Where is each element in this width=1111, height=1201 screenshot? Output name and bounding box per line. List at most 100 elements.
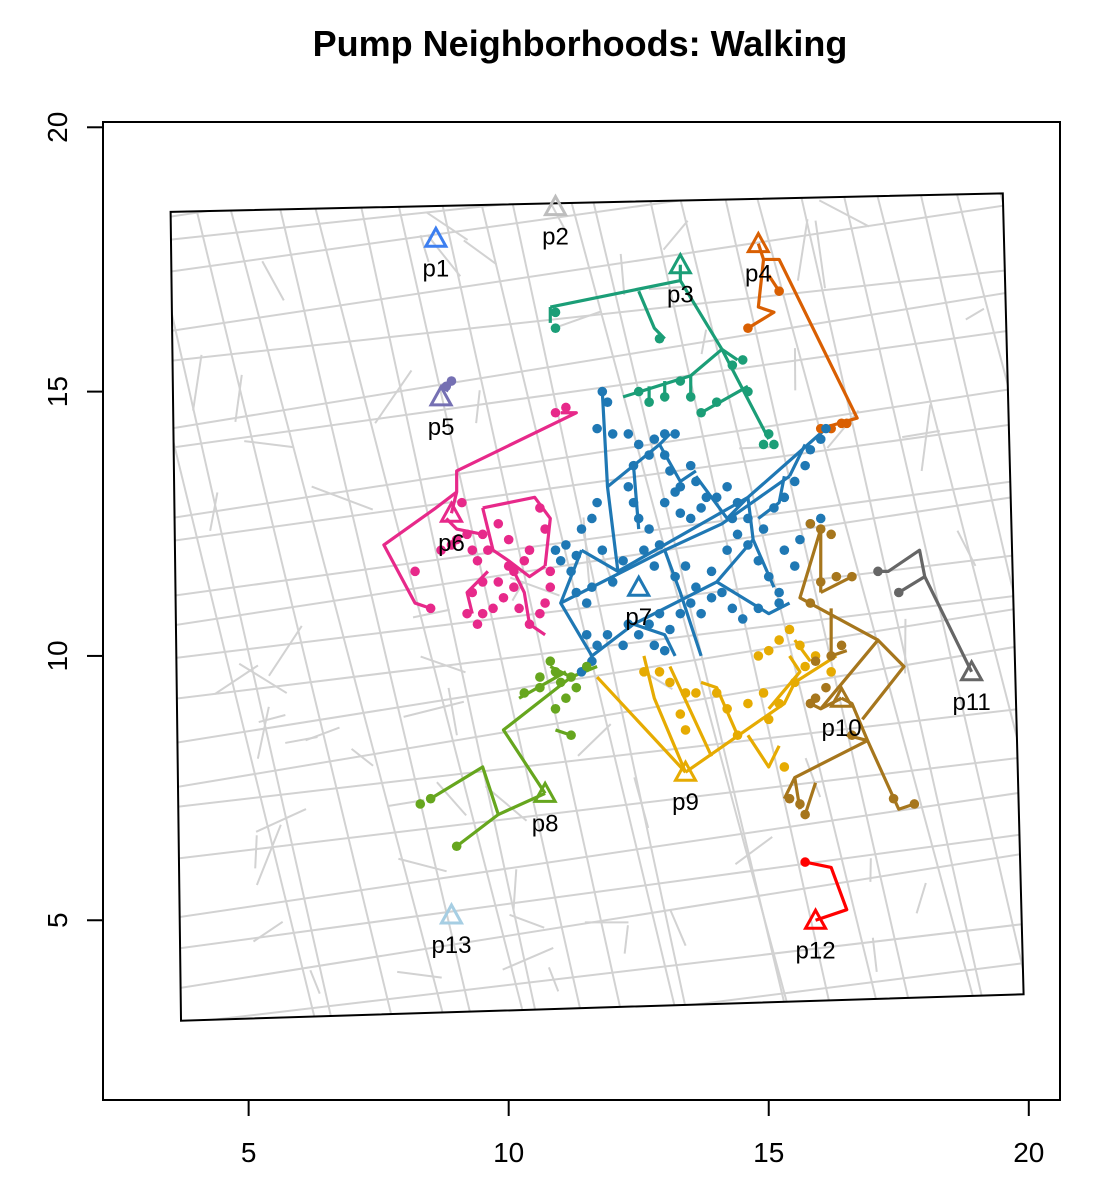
street-segment — [209, 492, 219, 532]
path-segment-p8 — [455, 813, 500, 848]
street-segment — [436, 781, 467, 817]
street-line — [170, 604, 1024, 748]
case-point-p7 — [732, 529, 743, 540]
path-segment-p3 — [721, 347, 739, 362]
street-segment — [463, 239, 497, 265]
case-point-p7 — [581, 629, 592, 640]
case-point-p7 — [659, 429, 670, 439]
case-point-p8 — [550, 704, 561, 714]
case-point-p10 — [805, 598, 816, 608]
case-point-p6 — [509, 566, 519, 577]
street-line — [170, 419, 1024, 545]
case-point-p6 — [535, 503, 545, 513]
case-point-p6 — [509, 582, 519, 593]
case-point-p7 — [815, 434, 826, 444]
case-point-p9 — [774, 635, 784, 645]
case-point-p7 — [659, 450, 670, 460]
case-point-p3 — [644, 397, 654, 407]
case-point-p7 — [670, 487, 680, 497]
case-point-p3 — [743, 386, 753, 397]
case-point-p7 — [685, 460, 696, 471]
case-point-p7 — [618, 555, 628, 566]
case-point-p9 — [774, 698, 784, 709]
case-point-p3 — [763, 429, 774, 439]
case-point-p6 — [493, 518, 504, 529]
case-point-p7 — [592, 423, 602, 434]
street-line — [1079, 154, 1111, 1037]
case-point-p10 — [826, 529, 836, 540]
case-point-p6 — [483, 545, 493, 556]
path-segment-p11 — [877, 548, 974, 673]
y-tick-label: 10 — [42, 640, 73, 671]
street-segment — [268, 625, 303, 677]
case-point-p8 — [535, 682, 545, 693]
case-point-p3 — [685, 392, 696, 402]
case-point-p7 — [706, 566, 717, 577]
case-point-p10 — [821, 682, 831, 693]
street-segment — [234, 374, 243, 423]
street-segment — [425, 211, 469, 241]
street-line — [714, 193, 918, 1021]
case-point-p7 — [665, 466, 675, 476]
axes-group: 5 10 15 20 5 10 15 20 — [42, 112, 1061, 1168]
case-point-p10 — [815, 524, 826, 534]
x-tick-label: 5 — [241, 1137, 257, 1168]
case-point-p10 — [805, 518, 816, 529]
case-point-p7 — [576, 524, 587, 534]
pump-label-p3: p3 — [667, 282, 694, 309]
street-line — [170, 754, 1024, 863]
case-point-p7 — [587, 582, 597, 593]
street-line — [500, 193, 693, 1021]
case-point-p10 — [826, 651, 836, 661]
case-point-p6 — [467, 587, 478, 598]
street-segment — [258, 714, 286, 724]
path-segment-p6 — [449, 411, 578, 514]
case-point-p6 — [519, 555, 530, 566]
case-point-p8 — [566, 730, 576, 741]
pump-marker-p1 — [423, 225, 449, 248]
case-point-p7 — [691, 476, 701, 487]
path-segment-p9 — [700, 680, 739, 736]
case-point-p7 — [597, 386, 608, 397]
path-segment-p7 — [663, 549, 703, 657]
street-segment — [420, 655, 466, 674]
case-point-p3 — [769, 439, 779, 450]
street-segment — [965, 307, 985, 321]
street-segment — [512, 869, 518, 911]
street-segment — [256, 706, 270, 759]
path-segment-p7 — [757, 475, 786, 520]
pump-marker-p13 — [438, 901, 465, 925]
pump-label-p5: p5 — [428, 414, 455, 441]
pump-label-p10: p10 — [822, 715, 862, 742]
case-point-p7 — [717, 587, 727, 598]
case-point-p7 — [727, 603, 738, 614]
case-point-p8 — [555, 677, 566, 688]
case-point-p6 — [477, 577, 488, 587]
street-segment — [826, 409, 860, 449]
case-point-p6 — [467, 545, 478, 556]
case-point-p7 — [805, 444, 816, 455]
x-tick-label: 10 — [493, 1137, 524, 1168]
street-line — [170, 286, 1024, 433]
path-segment-p3 — [700, 384, 749, 415]
case-point-p6 — [488, 603, 498, 614]
case-point-p7 — [555, 555, 566, 566]
case-point-p6 — [498, 592, 509, 603]
street-segment — [419, 234, 430, 263]
case-point-p7 — [680, 561, 691, 571]
case-point-p7 — [597, 545, 608, 556]
case-point-p4 — [743, 323, 753, 333]
path-segment-p7 — [715, 580, 791, 616]
case-point-p7 — [800, 460, 810, 471]
path-segment-p12 — [804, 860, 849, 922]
street-segment — [397, 970, 442, 979]
case-point-p7 — [691, 582, 701, 593]
case-point-p7 — [633, 513, 644, 524]
case-point-p9 — [795, 640, 805, 651]
street-line — [170, 265, 1024, 364]
case-point-p7 — [659, 645, 670, 656]
case-point-p7 — [779, 492, 790, 503]
path-segment-p7 — [746, 497, 776, 588]
street-line — [170, 325, 1024, 451]
